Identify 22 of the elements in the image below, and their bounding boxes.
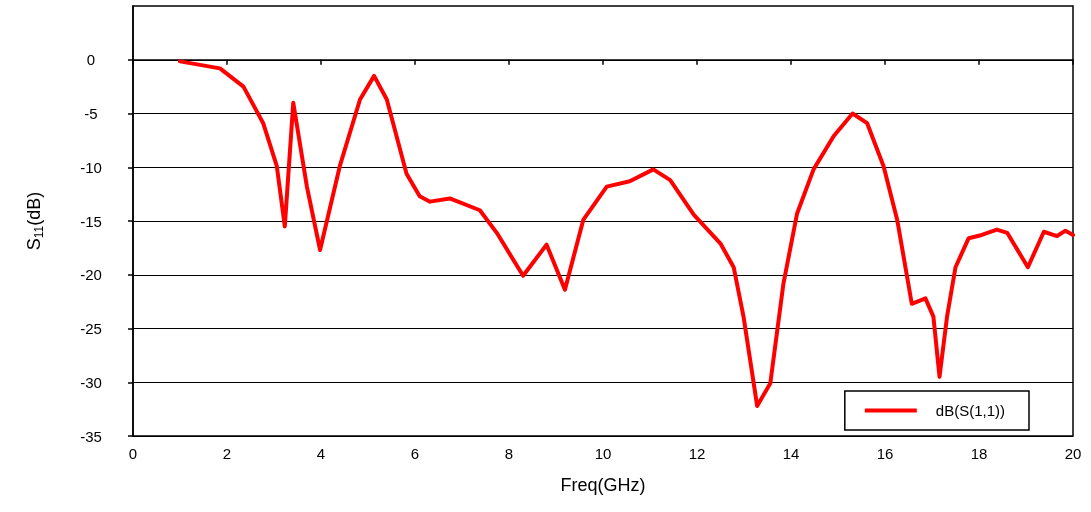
y-tick-label: -10 [80, 158, 102, 176]
legend-label: dB(S(1,1)) [935, 402, 1005, 419]
y-tick-label: -35 [80, 427, 102, 445]
x-axis-title: Freq(GHz) [560, 475, 646, 495]
x-tick-label: 16 [876, 445, 894, 462]
x-tick-label: 14 [782, 445, 800, 462]
x-tick-label: 18 [970, 445, 988, 462]
x-tick-label: 4 [316, 445, 326, 462]
y-tick-label: -25 [80, 320, 102, 337]
y-tick-label: -15 [80, 212, 102, 230]
x-tick-label: 10 [594, 445, 612, 462]
x-tick-label: 20 [1064, 445, 1082, 462]
y-axis-title: S11(dB) [24, 191, 46, 251]
x-tick-label: 6 [410, 445, 420, 462]
y-tick-label: 0 [86, 51, 96, 69]
y-tick-label: -5 [84, 105, 98, 122]
x-tick-label: 8 [504, 445, 514, 462]
x-tick-label: 0 [128, 445, 138, 462]
y-tick-label: -30 [80, 373, 102, 391]
x-tick-label: 12 [688, 445, 706, 462]
y-tick-label: -20 [80, 266, 102, 284]
x-tick-label: 2 [222, 445, 232, 462]
